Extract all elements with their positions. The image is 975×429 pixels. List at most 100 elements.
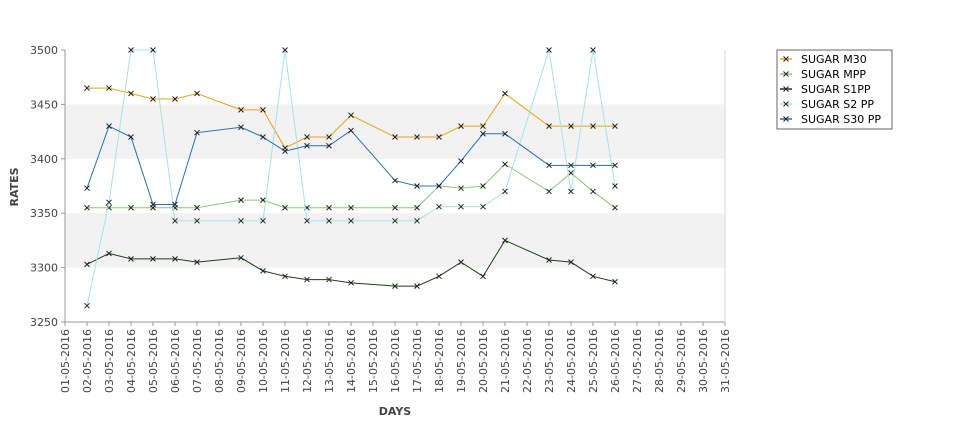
data-point [348,204,354,211]
legend-box [776,49,893,130]
x-tick-label: 07-05-2016 [191,329,204,393]
data-point [150,96,156,102]
data-point [392,204,398,211]
series-sugar-s1pp [84,237,618,289]
x-tick-label: 13-05-2016 [323,329,336,393]
data-point [546,47,552,53]
legend-marker [783,71,789,77]
data-point [546,162,552,169]
data-point [84,261,90,268]
series-sugar-m30 [84,85,618,151]
data-point [568,188,574,195]
data-point [568,123,574,130]
legend-marker [783,56,789,62]
data-point [414,217,420,224]
data-point [84,302,90,309]
data-point [348,112,354,119]
data-point [194,90,200,97]
data-point [546,257,552,263]
data-point [590,273,596,280]
x-tick-label: 15-05-2016 [367,329,380,393]
plot-frame [64,50,726,323]
data-point [150,47,156,53]
x-tick-label: 19-05-2016 [455,329,468,393]
data-point [436,183,442,189]
x-tick-label: 28-05-2016 [653,329,666,393]
data-point [326,134,332,140]
data-point [480,130,486,137]
data-point [502,237,508,244]
series-line [86,125,615,205]
x-tick-label: 25-05-2016 [587,329,600,393]
x-tick-label: 23-05-2016 [543,329,556,393]
x-tick-label: 12-05-2016 [301,329,314,393]
x-tick-label: 22-05-2016 [521,329,534,393]
data-point [392,217,398,224]
data-point [238,197,244,203]
data-point [414,134,420,140]
data-point [304,276,310,283]
x-tick-label: 24-05-2016 [565,329,578,393]
data-point [436,134,442,140]
x-tick-label: 17-05-2016 [411,329,424,393]
data-point [502,90,508,97]
x-tick-label: 09-05-2016 [235,329,248,393]
series-sugar-s30-pp [84,123,618,208]
data-point [546,188,552,195]
data-point [238,217,244,224]
data-point [392,134,398,140]
data-point [106,85,112,91]
series-line [87,87,615,149]
data-point [260,106,266,113]
x-tick-label: 26-05-2016 [609,329,622,393]
series-line [86,49,616,306]
legend-label: SUGAR S30 PP [801,113,881,126]
data-point [128,256,134,262]
data-point [128,90,134,97]
data-point [194,217,200,224]
data-point [458,185,464,192]
legend-marker [783,86,789,92]
data-point [172,256,178,262]
data-point [392,283,398,289]
y-axis-ticks: 3250 3300 3350 3400 3450 3500 [30,44,65,329]
y-tick-label: 3300 [30,262,58,275]
legend-label: SUGAR S2 PP [801,98,874,111]
series-line [86,239,616,287]
data-point [304,217,310,224]
x-tick-label: 14-05-2016 [345,329,358,393]
y-tick-label: 3400 [30,153,58,166]
data-point [128,134,134,140]
data-point [568,170,574,176]
data-point [84,185,90,192]
x-tick-label: 29-05-2016 [675,329,688,393]
data-point [590,188,596,195]
data-point [106,199,112,206]
data-point [194,204,200,211]
data-point [194,129,200,136]
x-tick-label: 18-05-2016 [433,329,446,393]
data-point [326,217,332,224]
x-tick-label: 02-05-2016 [81,329,94,393]
x-tick-label: 03-05-2016 [103,329,116,393]
series-sugar-s2-pp [84,47,618,309]
data-point [106,123,112,130]
data-point [590,123,596,130]
data-point [326,276,332,283]
data-point [172,201,178,208]
y-tick-label: 3250 [30,316,58,329]
data-point [282,204,288,211]
legend-label: SUGAR M30 [801,53,867,66]
data-point [436,203,442,210]
x-tick-label: 04-05-2016 [125,329,138,393]
legend-item: SUGAR MPP [780,68,866,81]
data-point [458,259,464,266]
data-point [458,203,464,210]
data-point [480,183,486,189]
data-point [172,96,178,102]
data-point [326,142,332,149]
x-axis-label: DAYS [379,405,412,418]
x-tick-label: 10-05-2016 [257,329,270,393]
legend-label: SUGAR S1PP [801,83,871,96]
